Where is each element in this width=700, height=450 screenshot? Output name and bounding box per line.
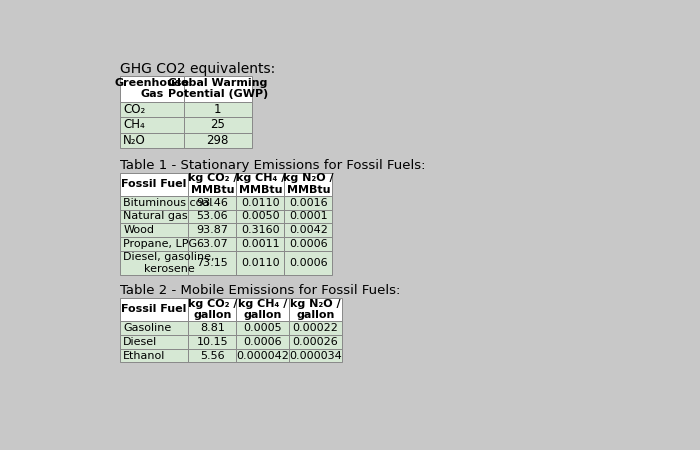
Text: Fossil Fuel: Fossil Fuel [122,179,187,189]
Bar [284,196,332,210]
Bar [284,237,332,251]
Text: 5.56: 5.56 [200,351,225,360]
Bar [120,237,188,251]
Bar [284,251,332,274]
Text: 0.3160: 0.3160 [241,225,279,235]
Bar [188,237,237,251]
Text: kg CO₂ /
MMBtu: kg CO₂ / MMBtu [188,173,237,195]
Text: Table 1 - Stationary Emissions for Fossil Fuels:: Table 1 - Stationary Emissions for Fossi… [120,159,426,172]
Text: 1: 1 [214,103,221,116]
Text: 0.0005: 0.0005 [244,323,282,333]
Text: Propane, LPG: Propane, LPG [123,239,197,249]
Bar [188,298,237,321]
Text: kg N₂O /
MMBtu: kg N₂O / MMBtu [283,173,334,195]
Text: 0.0110: 0.0110 [241,198,279,207]
Text: Diesel, gasoline,
kerosene: Diesel, gasoline, kerosene [123,252,215,274]
Bar [237,173,284,196]
Text: Gasoline: Gasoline [123,323,172,333]
Bar [284,210,332,223]
Bar [120,335,188,349]
Text: CO₂: CO₂ [123,103,146,116]
Text: Fossil Fuel: Fossil Fuel [122,304,187,315]
Bar [120,349,188,362]
Bar [188,251,237,274]
Text: 0.0110: 0.0110 [241,258,279,268]
Text: kg CO₂ /
gallon: kg CO₂ / gallon [188,298,237,320]
Bar [188,349,237,362]
Bar [188,210,237,223]
Bar [188,223,237,237]
Text: 10.15: 10.15 [197,337,228,347]
Bar [188,335,237,349]
Text: 0.0006: 0.0006 [289,258,328,268]
Text: Diesel: Diesel [123,337,158,347]
Bar [289,349,342,362]
Text: 0.0011: 0.0011 [241,239,279,249]
Bar [289,321,342,335]
Text: 0.000042: 0.000042 [236,351,289,360]
Text: 0.0001: 0.0001 [289,212,328,221]
Bar [120,196,188,210]
Bar [120,223,188,237]
Text: GHG CO2 equivalents:: GHG CO2 equivalents: [120,62,275,76]
Text: 73.15: 73.15 [197,258,228,268]
Bar [120,76,183,102]
Bar [183,133,252,148]
Text: 0.0016: 0.0016 [289,198,328,207]
Text: 0.00022: 0.00022 [293,323,338,333]
Bar [237,196,284,210]
Bar [120,298,188,321]
Text: 93.46: 93.46 [196,198,228,207]
Bar [120,117,183,133]
Text: kg N₂O /
gallon: kg N₂O / gallon [290,298,341,320]
Bar [120,210,188,223]
Text: kg CH₄ /
MMBtu: kg CH₄ / MMBtu [236,173,285,195]
Text: 25: 25 [210,118,225,131]
Bar [188,321,237,335]
Bar [120,173,188,196]
Text: 0.0006: 0.0006 [289,239,328,249]
Text: Bituminous coal: Bituminous coal [123,198,213,207]
Text: 53.06: 53.06 [197,212,228,221]
Bar [237,321,289,335]
Bar [120,133,183,148]
Bar [284,223,332,237]
Bar [237,251,284,274]
Text: Global Warming
Potential (GWP): Global Warming Potential (GWP) [167,78,268,99]
Text: 93.87: 93.87 [196,225,228,235]
Bar [120,321,188,335]
Text: 0.00026: 0.00026 [293,337,338,347]
Bar [284,173,332,196]
Text: 0.0006: 0.0006 [244,337,282,347]
Text: Wood: Wood [123,225,154,235]
Text: 63.07: 63.07 [197,239,228,249]
Bar [289,335,342,349]
Bar [237,237,284,251]
Bar [188,173,237,196]
Text: N₂O: N₂O [123,134,146,147]
Bar [237,335,289,349]
Text: CH₄: CH₄ [123,118,145,131]
Text: 298: 298 [206,134,229,147]
Bar [237,223,284,237]
Text: Greenhouse
Gas: Greenhouse Gas [114,78,189,99]
Bar [183,117,252,133]
Text: 0.0042: 0.0042 [289,225,328,235]
Text: 8.81: 8.81 [199,323,225,333]
Bar [188,196,237,210]
Text: Table 2 - Mobile Emissions for Fossil Fuels:: Table 2 - Mobile Emissions for Fossil Fu… [120,284,400,297]
Bar [183,102,252,117]
Text: kg CH₄ /
gallon: kg CH₄ / gallon [238,298,287,320]
Bar [289,298,342,321]
Bar [183,76,252,102]
Text: Ethanol: Ethanol [123,351,165,360]
Text: 0.0050: 0.0050 [241,212,279,221]
Bar [237,210,284,223]
Text: 0.000034: 0.000034 [289,351,342,360]
Bar [120,251,188,274]
Bar [120,102,183,117]
Bar [237,349,289,362]
Bar [237,298,289,321]
Text: Natural gas: Natural gas [123,212,188,221]
